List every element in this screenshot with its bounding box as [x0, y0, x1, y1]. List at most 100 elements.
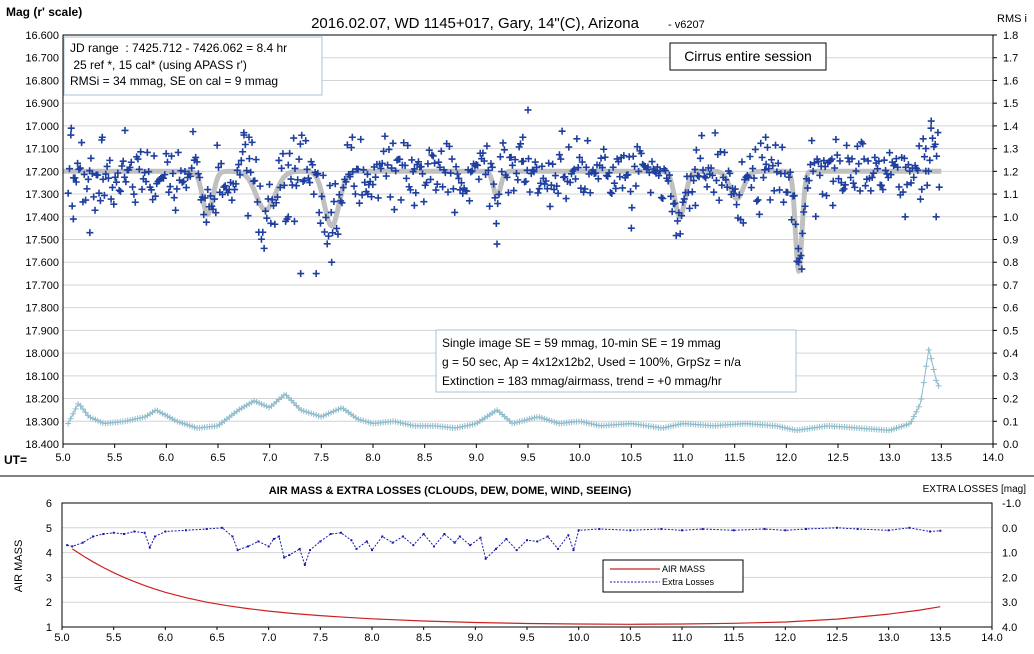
rms-point [65, 420, 72, 427]
data-point [749, 165, 757, 173]
data-point [604, 172, 612, 180]
data-point [553, 182, 561, 190]
data-point [766, 196, 774, 204]
data-point [278, 164, 286, 172]
data-point [691, 201, 699, 209]
data-point [887, 171, 895, 179]
extra-losses-point [572, 549, 575, 552]
data-point [702, 174, 710, 182]
data-point [386, 193, 394, 201]
data-point [645, 169, 653, 177]
data-point [526, 188, 534, 196]
data-point [907, 179, 915, 187]
data-point [406, 186, 414, 194]
data-point [414, 158, 422, 166]
extra-losses-point [856, 528, 859, 531]
data-point [696, 154, 704, 162]
data-point [94, 171, 102, 179]
note-text: Cirrus entire session [684, 48, 812, 64]
data-point [500, 146, 508, 154]
data-point [119, 157, 127, 165]
data-point [241, 140, 249, 148]
bottom-y-tick-label: 5 [46, 523, 52, 535]
data-point [355, 199, 363, 207]
data-point [837, 179, 845, 187]
data-point [435, 158, 443, 166]
rms-point [80, 406, 87, 413]
data-point [916, 195, 924, 203]
data-point [194, 170, 202, 178]
x-tick-label: 10.0 [569, 452, 590, 464]
y2-tick-label: 1.4 [1003, 121, 1018, 133]
data-point [455, 174, 463, 182]
bottom-x-tick-label: 9.5 [519, 632, 534, 644]
extra-losses-point [143, 531, 146, 534]
data-point [408, 156, 416, 164]
data-point [351, 190, 359, 198]
data-point [280, 181, 288, 189]
extra-losses-point [577, 529, 580, 532]
y2-tick-label: 1.5 [1003, 98, 1018, 110]
bottom-x-tick-label: 11.0 [672, 632, 693, 644]
data-point [516, 140, 524, 148]
data-point [610, 179, 618, 187]
data-point [594, 175, 602, 183]
data-point [584, 137, 592, 145]
data-point [186, 172, 194, 180]
data-point [899, 188, 907, 196]
data-point [715, 196, 723, 204]
data-point [894, 163, 902, 171]
y2-tick-label: 1.8 [1003, 30, 1018, 42]
extra-losses-point [154, 535, 156, 538]
data-point [321, 228, 329, 236]
data-point [923, 181, 931, 189]
data-point [637, 149, 645, 157]
data-point [555, 151, 563, 159]
data-point [290, 217, 298, 225]
data-point [306, 179, 314, 187]
data-point [193, 158, 201, 166]
extra-losses-point [598, 528, 601, 531]
bottom-x-tick-label: 6.0 [158, 632, 173, 644]
data-point [253, 198, 261, 206]
bottom-x-tick-label: 12.0 [775, 632, 796, 644]
data-point [598, 164, 606, 172]
data-point [821, 163, 829, 171]
data-point [605, 169, 613, 177]
data-point [121, 173, 129, 181]
data-point [855, 160, 863, 168]
data-point [860, 155, 868, 163]
data-point [317, 219, 325, 227]
data-point [519, 157, 527, 165]
data-point [368, 193, 376, 201]
y-axis-label: Mag (r' scale) [6, 5, 82, 19]
data-point [169, 170, 177, 177]
data-point [486, 202, 494, 210]
data-point [233, 166, 241, 174]
data-point [166, 183, 174, 191]
data-point [597, 154, 605, 162]
data-point [327, 208, 335, 216]
data-point [374, 194, 382, 202]
data-point [711, 129, 719, 137]
y-tick-label: 17.200 [25, 166, 59, 178]
bottom-x-tick-label: 8.5 [416, 632, 431, 644]
extra-losses-point [298, 547, 301, 550]
data-point [396, 155, 404, 163]
y2-tick-label: 0.6 [1003, 303, 1018, 315]
data-point [674, 217, 682, 225]
data-point [910, 173, 918, 181]
data-point [576, 153, 584, 161]
data-point [809, 167, 817, 175]
y2-tick-label: 0.2 [1003, 394, 1018, 406]
extra-losses-point [887, 529, 890, 532]
data-point [818, 190, 826, 198]
bottom-x-tick-label: 11.5 [723, 632, 744, 644]
data-point [78, 139, 86, 147]
rms-point [933, 377, 940, 384]
data-point [721, 148, 729, 156]
data-point [90, 193, 98, 201]
data-point [762, 133, 770, 141]
data-point [511, 156, 519, 164]
data-point [493, 240, 501, 248]
